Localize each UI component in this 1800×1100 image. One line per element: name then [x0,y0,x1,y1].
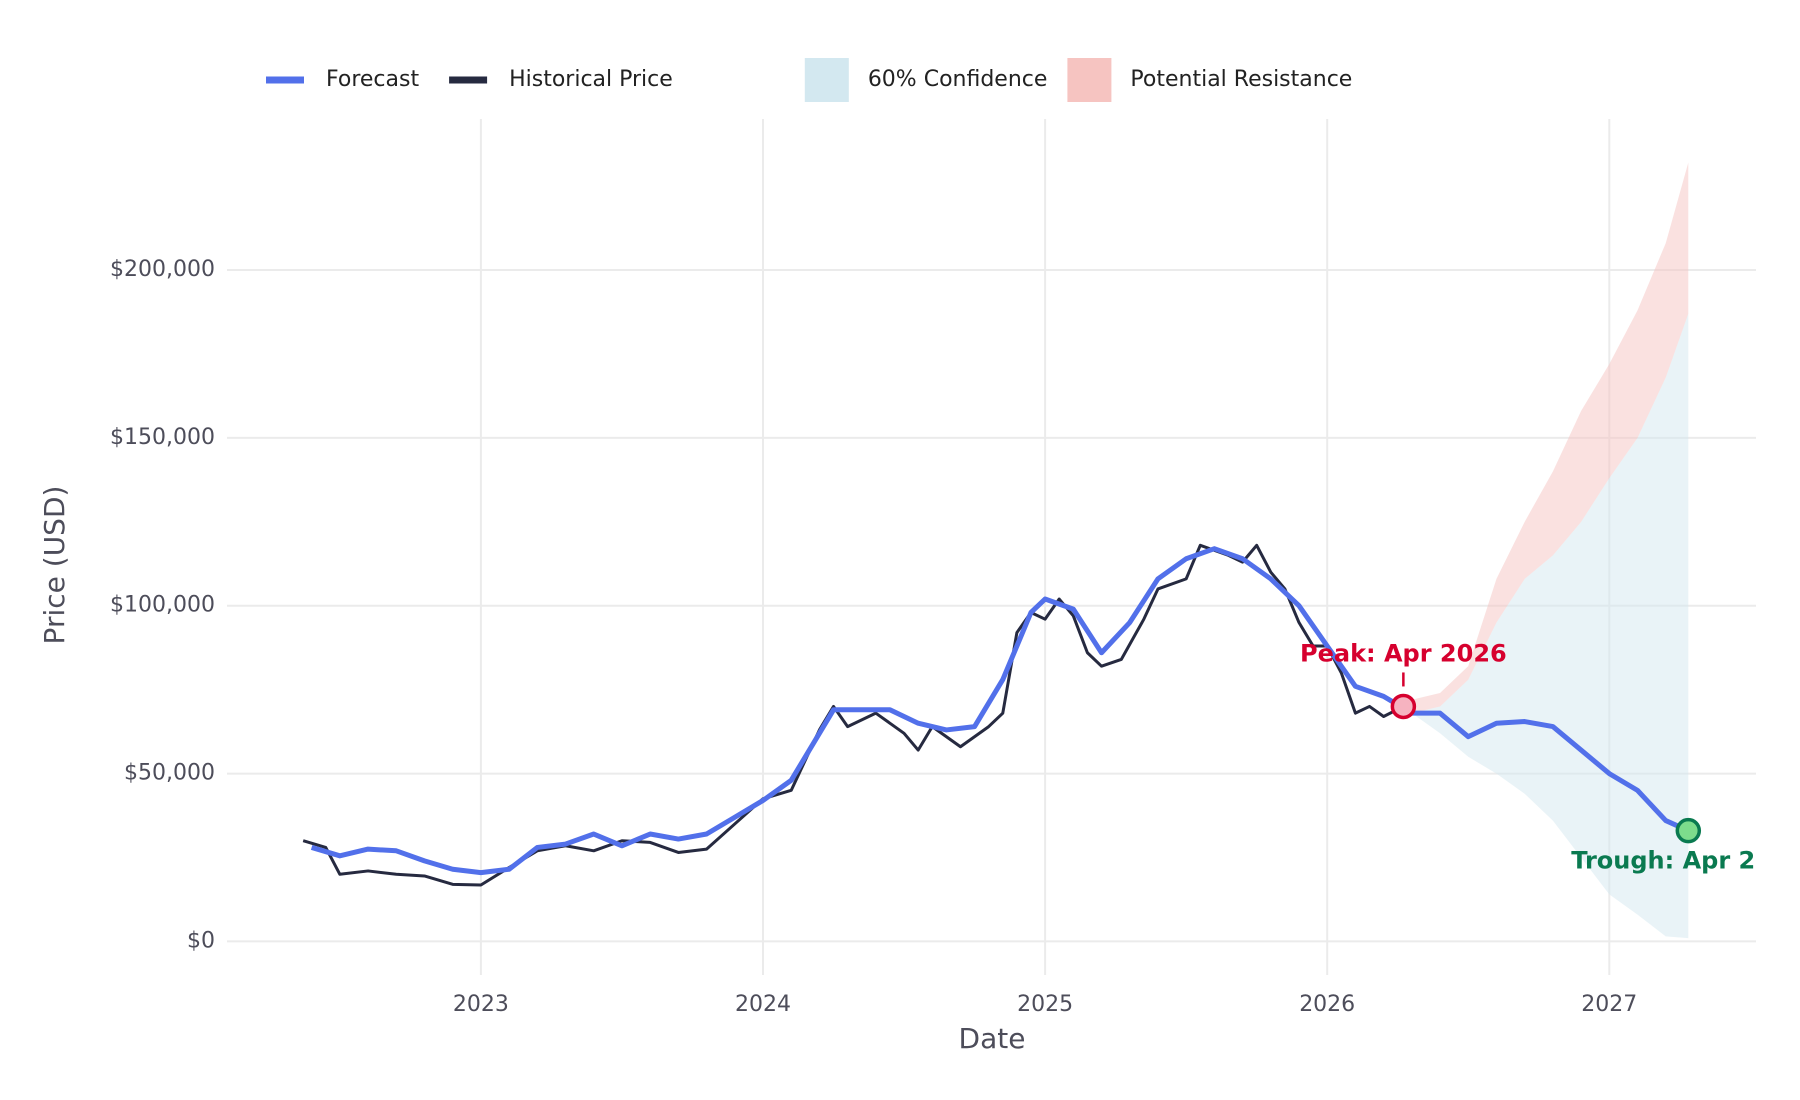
plot-area: Peak: Apr 2026 Trough: Apr 2027 [302,162,1800,939]
legend: Forecast Historical Price 60% Confidence Po… [266,58,1352,102]
series-line [310,546,1690,876]
y-tick-label: $100,000 [110,593,215,618]
x-axis-title: Date [959,1022,1026,1055]
annotation-label: Peak: Apr 2026 [1300,639,1507,667]
axes: $0 $50,000 $100,000 $150,000 $200,000 2023 202… [110,257,1637,1017]
y-tick-label: $0 [187,928,215,953]
x-tick-label: 2027 [1581,992,1637,1017]
legend-swatch [1067,58,1112,102]
y-axis-title: Price (USD) [38,486,71,645]
series-line [302,543,1405,887]
x-tick-label: 2025 [1017,992,1073,1017]
legend-label: 60% Confidence [868,67,1048,92]
legend-swatch [804,58,849,102]
legend-label: Potential Resistance [1130,67,1352,92]
annotation-label: Trough: Apr 2027 [1571,847,1800,875]
band-area [1411,162,1689,714]
legend-label: Forecast [326,67,419,92]
y-tick-label: $50,000 [124,761,215,786]
x-tick-label: 2023 [453,992,509,1017]
x-tick-label: 2024 [735,992,791,1017]
legend-label: Historical Price [509,67,673,92]
annotation-marker [1675,817,1702,844]
x-tick-label: 2026 [1299,992,1355,1017]
annotation-marker [1390,693,1417,720]
y-tick-label: $150,000 [110,425,215,450]
y-tick-label: $200,000 [110,257,215,282]
